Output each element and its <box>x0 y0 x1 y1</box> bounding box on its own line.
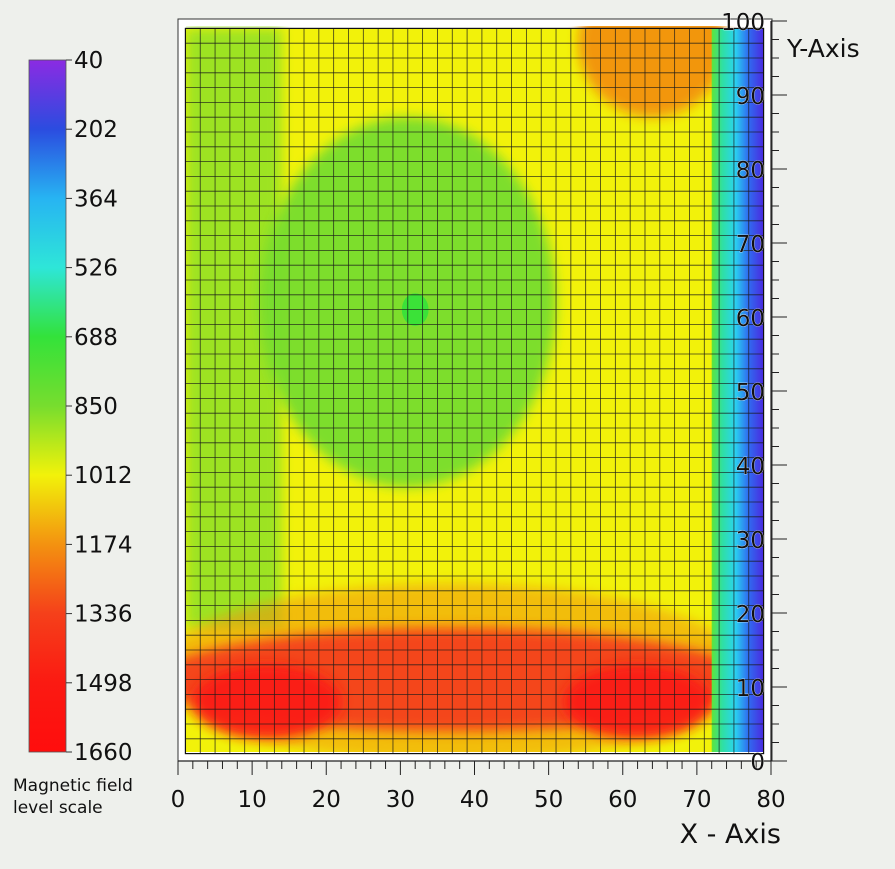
heatmap-field <box>186 26 764 752</box>
colorbar-tick-label: 202 <box>74 117 118 143</box>
y-tick-label: 80 <box>736 158 765 184</box>
colorbar-tick-label: 1498 <box>74 671 133 697</box>
x-tick-label: 0 <box>171 787 186 813</box>
y-tick-label: 30 <box>736 528 765 554</box>
plot-axes: 0 10 20 30 40 50 60 70 80 0 10 20 30 40 50 60 70 80 90 100 <box>171 10 787 813</box>
y-tick-label: 70 <box>736 232 765 258</box>
x-tick-label: 50 <box>534 787 563 813</box>
x-tick-label: 20 <box>312 787 341 813</box>
colorbar-tick-label: 40 <box>74 48 103 74</box>
x-tick-label: 30 <box>386 787 415 813</box>
y-tick-label: 0 <box>750 750 765 776</box>
y-tick-label: 50 <box>736 380 765 406</box>
colorbar-caption-line1: Magnetic field <box>13 776 133 796</box>
colorbar-tick-label: 1174 <box>74 532 133 558</box>
field-edge-drop <box>711 28 764 752</box>
x-axis-label: X - Axis <box>680 819 781 850</box>
y-tick-label: 10 <box>736 676 765 702</box>
x-tick-label: 60 <box>608 787 637 813</box>
y-tick-label: 20 <box>736 602 765 628</box>
colorbar-tick-label: 1660 <box>74 740 133 766</box>
data-area-border <box>184 27 765 755</box>
colorbar-tick-label: 1336 <box>74 602 133 628</box>
y-tick-label: 40 <box>736 454 765 480</box>
colorbar-tick-label: 1012 <box>74 463 133 489</box>
colorbar-tick-label: 688 <box>74 325 118 351</box>
colorbar-ticks: 40 202 364 526 688 850 1012 1174 1336 1498 1660 <box>66 48 133 766</box>
colorbar-tick-label: 526 <box>74 256 118 282</box>
plot-grid <box>184 27 765 755</box>
x-tick-label: 80 <box>756 787 785 813</box>
x-tick-label: 40 <box>460 787 489 813</box>
colorbar-tick-label: 850 <box>74 394 118 420</box>
y-tick-label: 100 <box>721 10 765 36</box>
colorbar-tick-label: 364 <box>74 186 118 212</box>
x-tick-label: 70 <box>682 787 711 813</box>
colorbar-strip <box>28 59 67 753</box>
y-tick-label: 60 <box>736 306 765 332</box>
y-tick-label: 90 <box>736 84 765 110</box>
y-axis-label: Y-Axis <box>786 34 860 63</box>
x-tick-label: 10 <box>237 787 266 813</box>
colorbar-caption-line2: level scale <box>13 798 103 818</box>
